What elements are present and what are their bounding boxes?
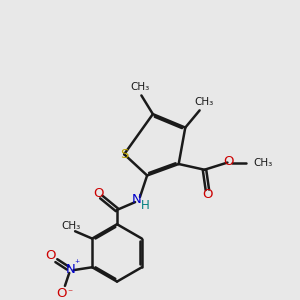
Text: ⁻: ⁻: [67, 288, 72, 298]
Text: O: O: [223, 155, 233, 169]
Text: O: O: [93, 187, 104, 200]
Text: N: N: [66, 263, 76, 276]
Text: CH₃: CH₃: [194, 97, 214, 107]
Text: H: H: [141, 199, 150, 212]
Text: ⁺: ⁺: [74, 259, 80, 269]
Text: O: O: [56, 286, 67, 300]
Text: CH₃: CH₃: [130, 82, 150, 92]
Text: O: O: [202, 188, 213, 202]
Text: O: O: [45, 249, 56, 262]
Text: S: S: [120, 148, 128, 161]
Text: N: N: [132, 194, 142, 206]
Text: CH₃: CH₃: [61, 220, 80, 230]
Text: CH₃: CH₃: [253, 158, 272, 168]
